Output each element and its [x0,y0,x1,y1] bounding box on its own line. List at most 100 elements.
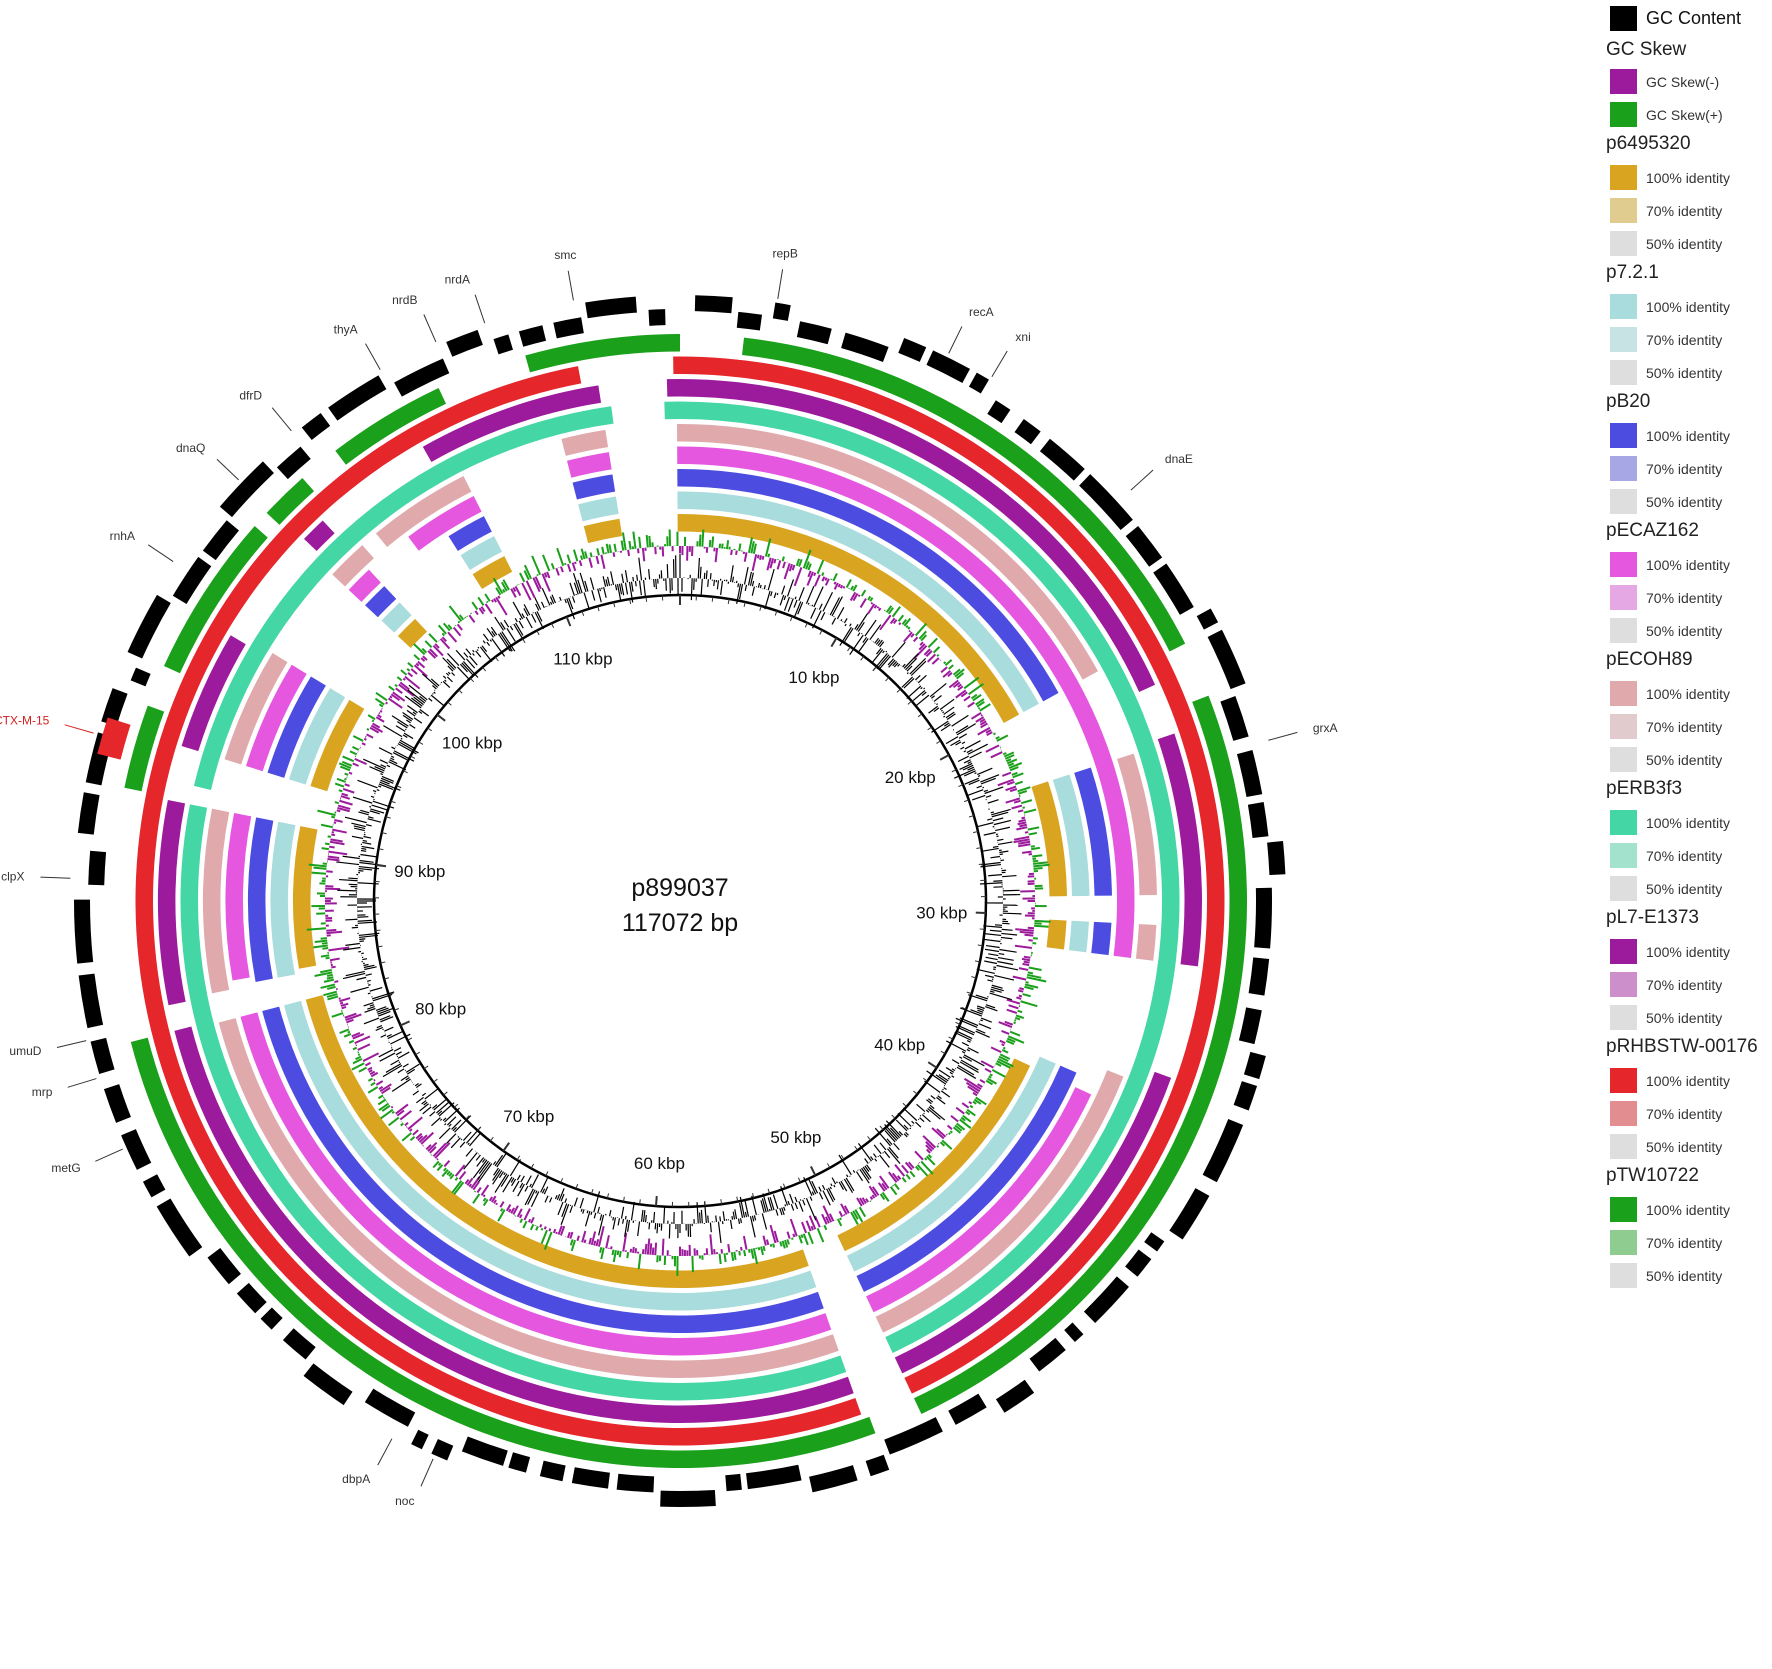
gc-skew-bar [454,1164,466,1177]
legend-swatch [1610,1263,1637,1288]
gc-skew-bar [589,552,593,558]
gc-skew-bar [832,573,838,582]
gc-content-bar [564,1198,568,1204]
gc-content-bar [761,1198,767,1213]
gc-skew-bar [325,956,330,960]
cds-block [1243,1051,1266,1080]
gc-content-bar [377,1010,391,1017]
gc-content-bar [559,596,562,601]
gc-content-bar [843,1178,854,1194]
gc-content-bar [1002,889,1020,892]
cds-block [303,1363,353,1406]
gc-skew-bar [976,701,985,708]
gc-skew-bar [373,1079,376,1082]
gc-content-bar [438,1127,451,1140]
identity-block [375,475,472,547]
gc-skew-bar [559,1225,566,1236]
gc-content-bar [871,649,884,664]
gc-skew-bar [323,978,335,983]
gc-skew-bar [306,927,327,931]
gc-skew-bar [497,1209,506,1222]
gc-skew-bar [908,630,911,633]
kbp-tick [385,816,391,819]
gene-labels: repBrecAxnidnaEgrxAnocdbpAmetGmrpumuDclp… [0,246,1338,1507]
cds-block [518,325,547,347]
gene-label: dnaE [1165,452,1193,466]
gc-content-bar [980,774,1000,783]
gc-content-bar [363,1017,380,1025]
kbp-tick [978,863,984,865]
gc-skew-bar [331,815,336,819]
gc-content-bar [527,1189,536,1205]
gene-leader [567,270,574,301]
gc-content-bar [967,743,989,755]
gc-content-bar [444,1123,447,1126]
gc-skew-bar [1024,985,1034,991]
gc-skew-bar [1016,826,1028,831]
gc-content-bar [813,586,824,608]
gc-content-bar [884,1127,898,1141]
gc-skew-bar [975,698,985,706]
gc-skew-bar [576,1235,580,1242]
cds-block [282,1328,316,1360]
gc-skew-bar [367,714,376,721]
gc-content-bar [372,800,395,809]
gc-content-bar [511,1178,517,1187]
gc-skew-bar [852,593,859,602]
gc-content-bar [884,1130,896,1143]
gc-content-bar [690,578,693,601]
gc-skew-bar [493,1199,497,1204]
legend-title-gc-skew: GC Skew [1606,39,1687,60]
gc-skew-bar [816,559,825,575]
gc-skew-bar [859,1197,865,1206]
kbp-tick [645,596,648,602]
gc-skew-bar [850,585,855,591]
gc-skew-bar [396,1109,405,1117]
gc-skew-bar [856,1197,863,1207]
gc-skew-bar [759,555,763,560]
cds-block [508,1452,531,1473]
gc-skew-bar [327,995,339,1001]
gc-content-bar [1002,922,1010,925]
gc-skew-bar [473,1190,477,1193]
ring-pL7-E1373 [157,379,1203,1423]
gc-skew-bar [351,1032,361,1038]
legend-label: 50% identity [1646,236,1723,252]
gc-skew-bar [784,1239,789,1248]
gc-content-bar [624,1219,629,1237]
gc-skew-bar [404,675,421,690]
gc-content-bar [864,1165,870,1172]
gc-skew-bar [600,554,606,569]
gc-skew-bar [905,625,909,629]
gc-skew-bar [584,551,588,559]
gc-content-bar [429,1111,436,1117]
kbp-label: 40 kbp [874,1036,925,1055]
gc-content-bar [751,586,755,596]
gene-leader [420,1458,434,1487]
gc-content-bar [977,822,994,828]
gc-skew-bar [923,648,931,656]
gc-content-bar [521,613,525,619]
gc-skew-bar [323,990,338,997]
gc-skew-bar [448,1172,453,1177]
gc-content-bar [490,626,498,636]
legend-swatch [1610,294,1637,319]
gc-content-bar [811,604,814,607]
gc-skew-bar [328,946,350,952]
gc-content-bar [838,1181,845,1191]
gc-content-bar [337,889,358,892]
gene-label: clpX [1,870,24,884]
gc-skew-bar [957,685,964,691]
gc-skew-bar [750,541,755,554]
gc-skew-bar [762,1235,767,1246]
gc-skew-bar [572,549,579,562]
gc-skew-bar [380,1108,394,1120]
gc-skew-bar [949,1130,953,1134]
legend-swatch [1610,1230,1637,1255]
legend-label: 50% identity [1646,752,1723,768]
gc-content-bar [930,1095,936,1100]
gc-content-bar [862,636,868,643]
ring-p6495320 [292,514,1067,1288]
gc-skew-bar [914,622,928,637]
gc-skew-bar [352,735,364,742]
